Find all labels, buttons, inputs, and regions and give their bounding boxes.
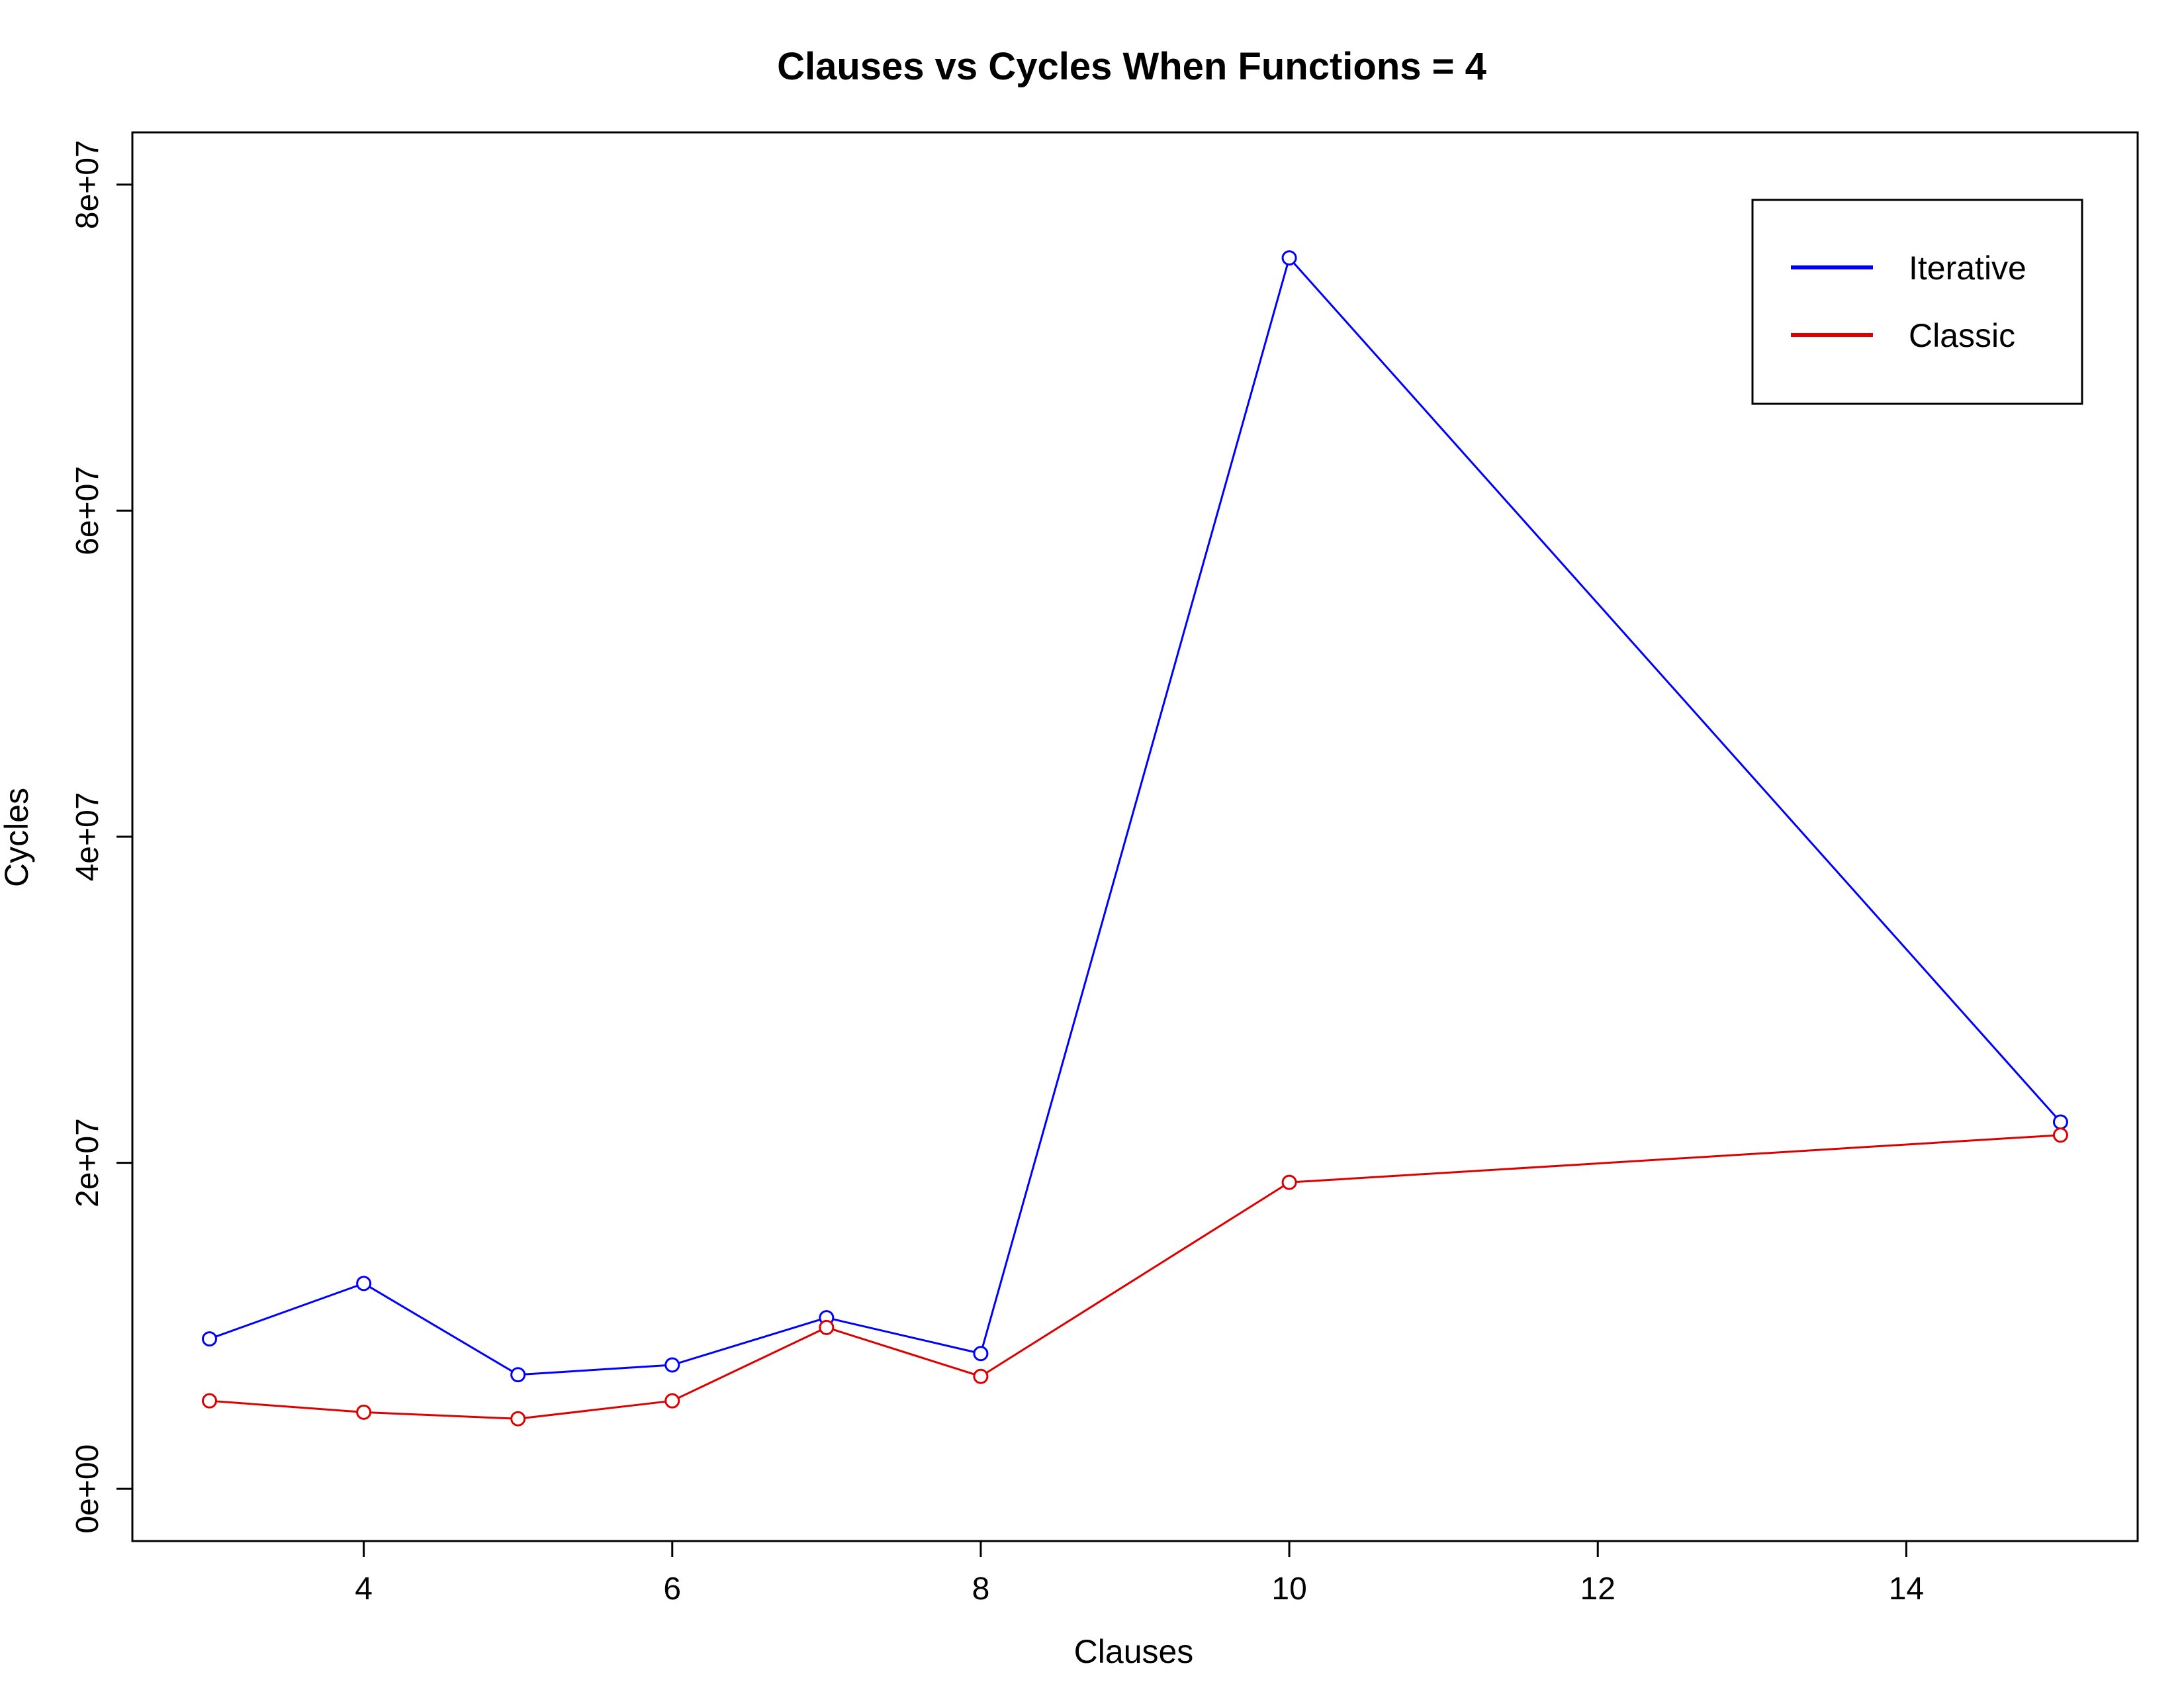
data-point-iterative (2052, 1114, 2068, 1130)
data-point-classic (510, 1411, 526, 1427)
y-tick-label: 4e+07 (70, 792, 105, 882)
x-tick-label: 14 (1889, 1571, 1924, 1607)
y-axis-title: Cycles (0, 788, 35, 887)
legend-label-classic: Classic (1909, 317, 2015, 354)
y-tick-label: 0e+00 (70, 1444, 105, 1534)
chart-title: Clauses vs Cycles When Functions = 4 (777, 45, 1486, 88)
data-point-classic (664, 1393, 680, 1409)
x-axis: 4 6 8 10 12 14 (355, 1541, 1924, 1607)
data-point-classic (2052, 1127, 2068, 1143)
data-point-iterative (510, 1367, 526, 1383)
series-layer (202, 250, 2068, 1427)
x-tick-label: 4 (355, 1571, 373, 1607)
data-point-classic (356, 1404, 372, 1420)
y-axis: 0e+00 2e+07 4e+07 6e+07 8e+07 (70, 140, 132, 1534)
x-tick-label: 12 (1580, 1571, 1615, 1607)
data-point-iterative (1281, 250, 1297, 266)
data-point-iterative (973, 1346, 989, 1362)
y-tick-label: 2e+07 (70, 1118, 105, 1207)
x-tick-label: 10 (1271, 1571, 1306, 1607)
data-point-iterative (356, 1276, 372, 1291)
x-axis-title: Clauses (1074, 1633, 1194, 1670)
y-tick-label: 6e+07 (70, 466, 105, 555)
series-line-classic (209, 1134, 2061, 1420)
data-point-classic (1281, 1174, 1297, 1190)
y-tick-label: 8e+07 (70, 140, 105, 229)
data-point-iterative (202, 1331, 218, 1347)
x-tick-label: 6 (663, 1571, 681, 1607)
data-point-classic (819, 1319, 835, 1335)
legend: Iterative Classic (1751, 199, 2083, 405)
legend-label-iterative: Iterative (1909, 250, 2026, 287)
series-line-iterative (209, 257, 2062, 1376)
x-tick-label: 8 (972, 1571, 990, 1607)
data-point-classic (973, 1368, 989, 1384)
legend-box (1751, 199, 2083, 405)
data-point-iterative (664, 1357, 680, 1373)
data-point-classic (202, 1393, 218, 1409)
